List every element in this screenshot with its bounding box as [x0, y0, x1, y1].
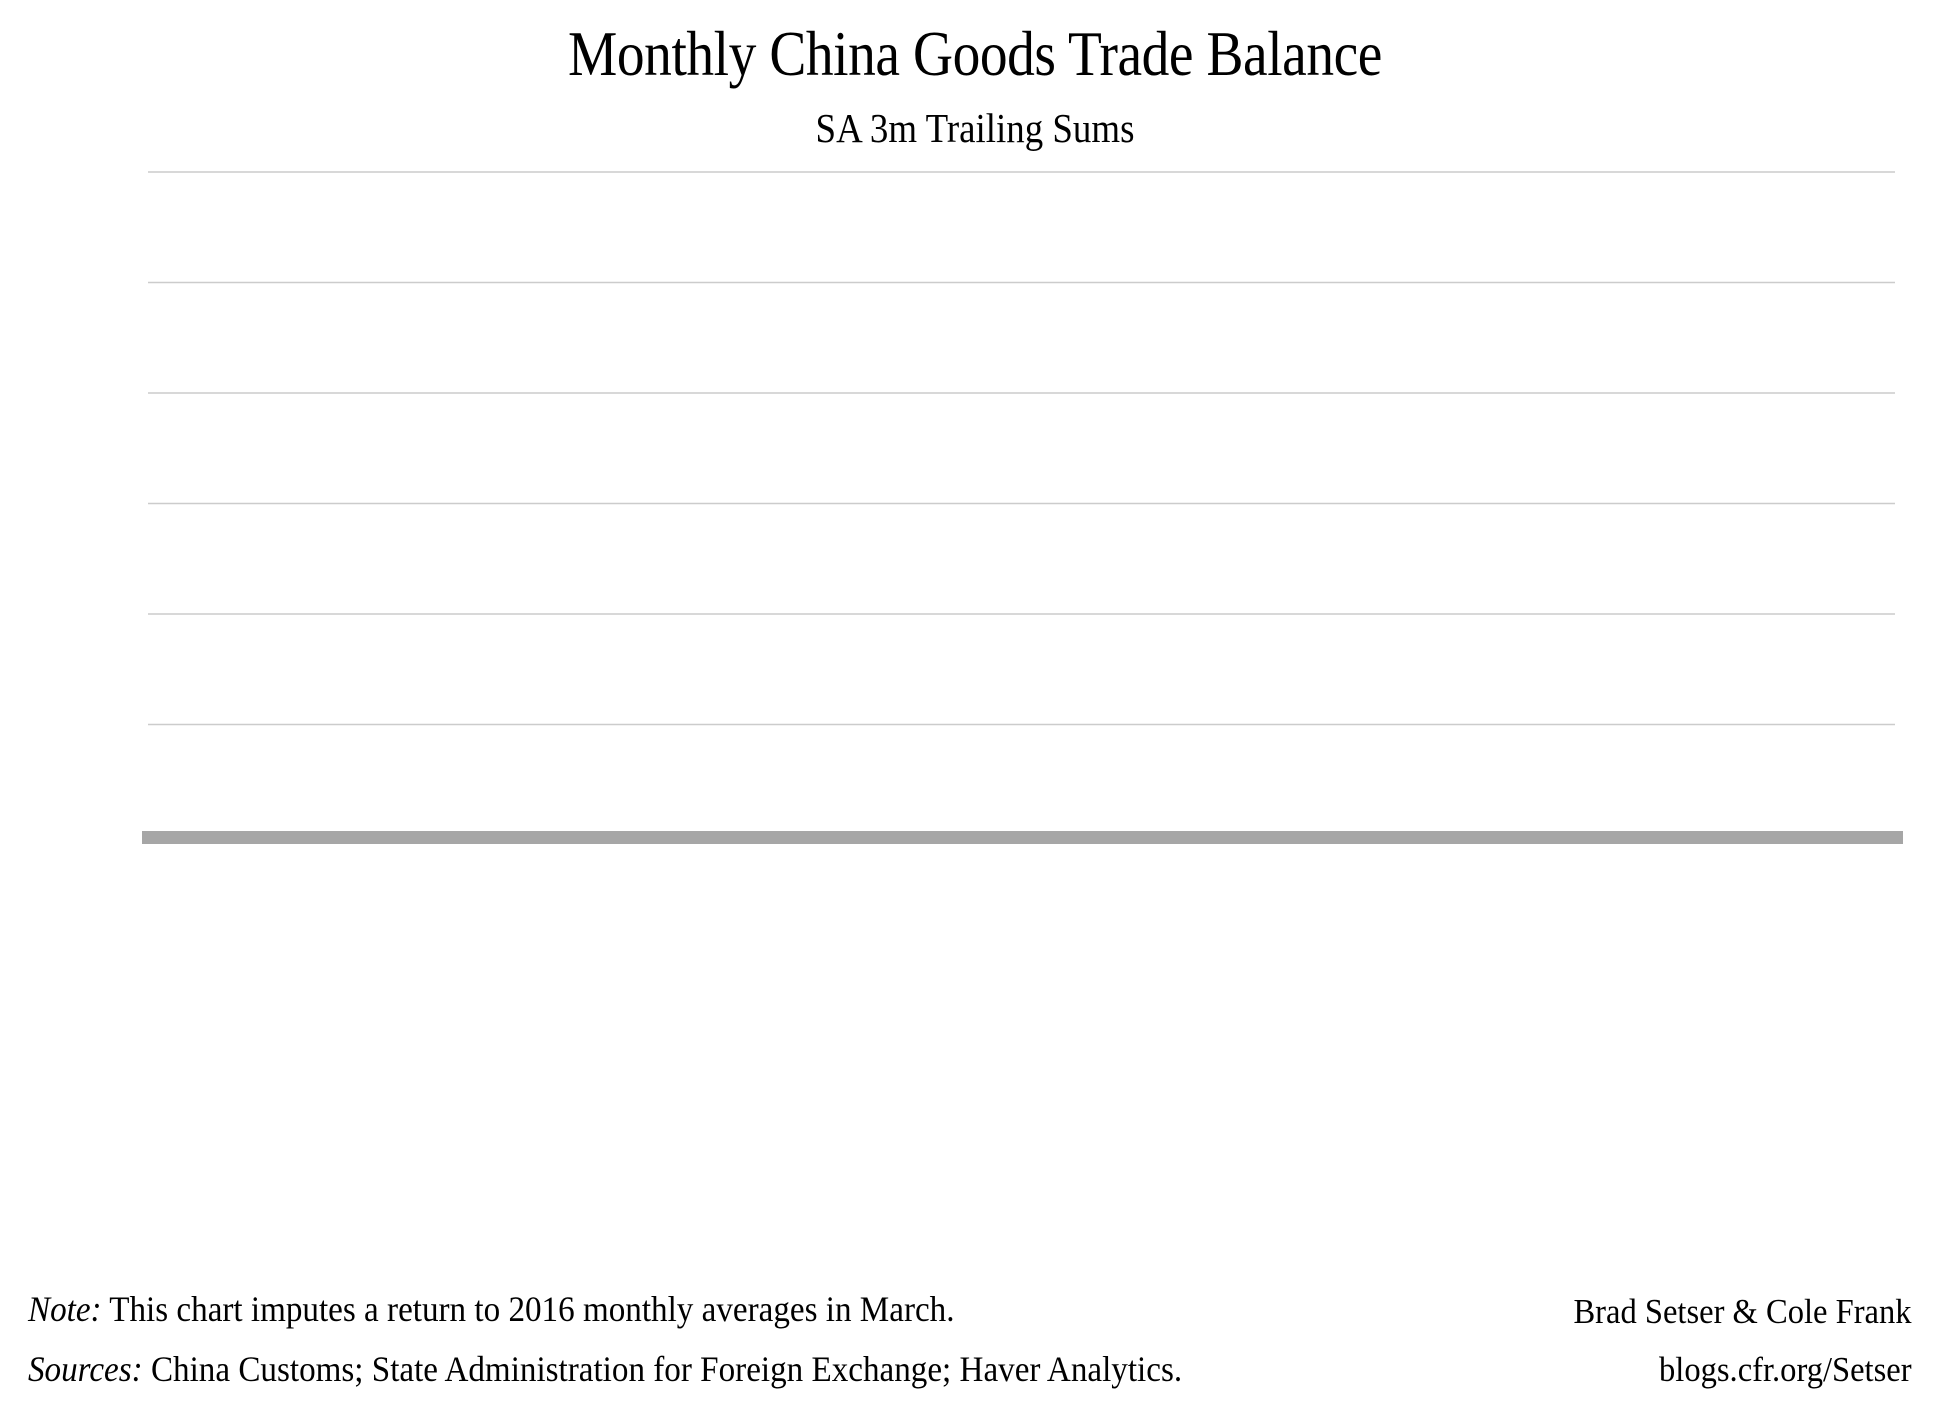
credits: Brad Setser & Cole Frank blogs.cfr.org/S…	[1548, 1292, 1912, 1408]
blog-credit: blogs.cfr.org/Setser	[1659, 1350, 1912, 1389]
x-axis-line	[142, 831, 1903, 844]
chart-title: Monthly China Goods Trade Balance	[568, 19, 1382, 89]
note-text: This chart imputes a return to 2016 mont…	[101, 1289, 955, 1329]
chart-subtitle: SA 3m Trailing Sums	[815, 105, 1135, 151]
authors-credit: Brad Setser & Cole Frank	[1573, 1292, 1912, 1331]
sources-text: China Customs; State Administration for …	[142, 1349, 1183, 1389]
note-line: Note: This chart imputes a return to 201…	[28, 1288, 1182, 1330]
footnotes: Note: This chart imputes a return to 201…	[28, 1288, 1282, 1408]
sources-line: Sources: China Customs; State Administra…	[28, 1348, 1182, 1390]
note-prefix: Note:	[28, 1289, 102, 1329]
sources-prefix: Sources:	[28, 1349, 143, 1389]
